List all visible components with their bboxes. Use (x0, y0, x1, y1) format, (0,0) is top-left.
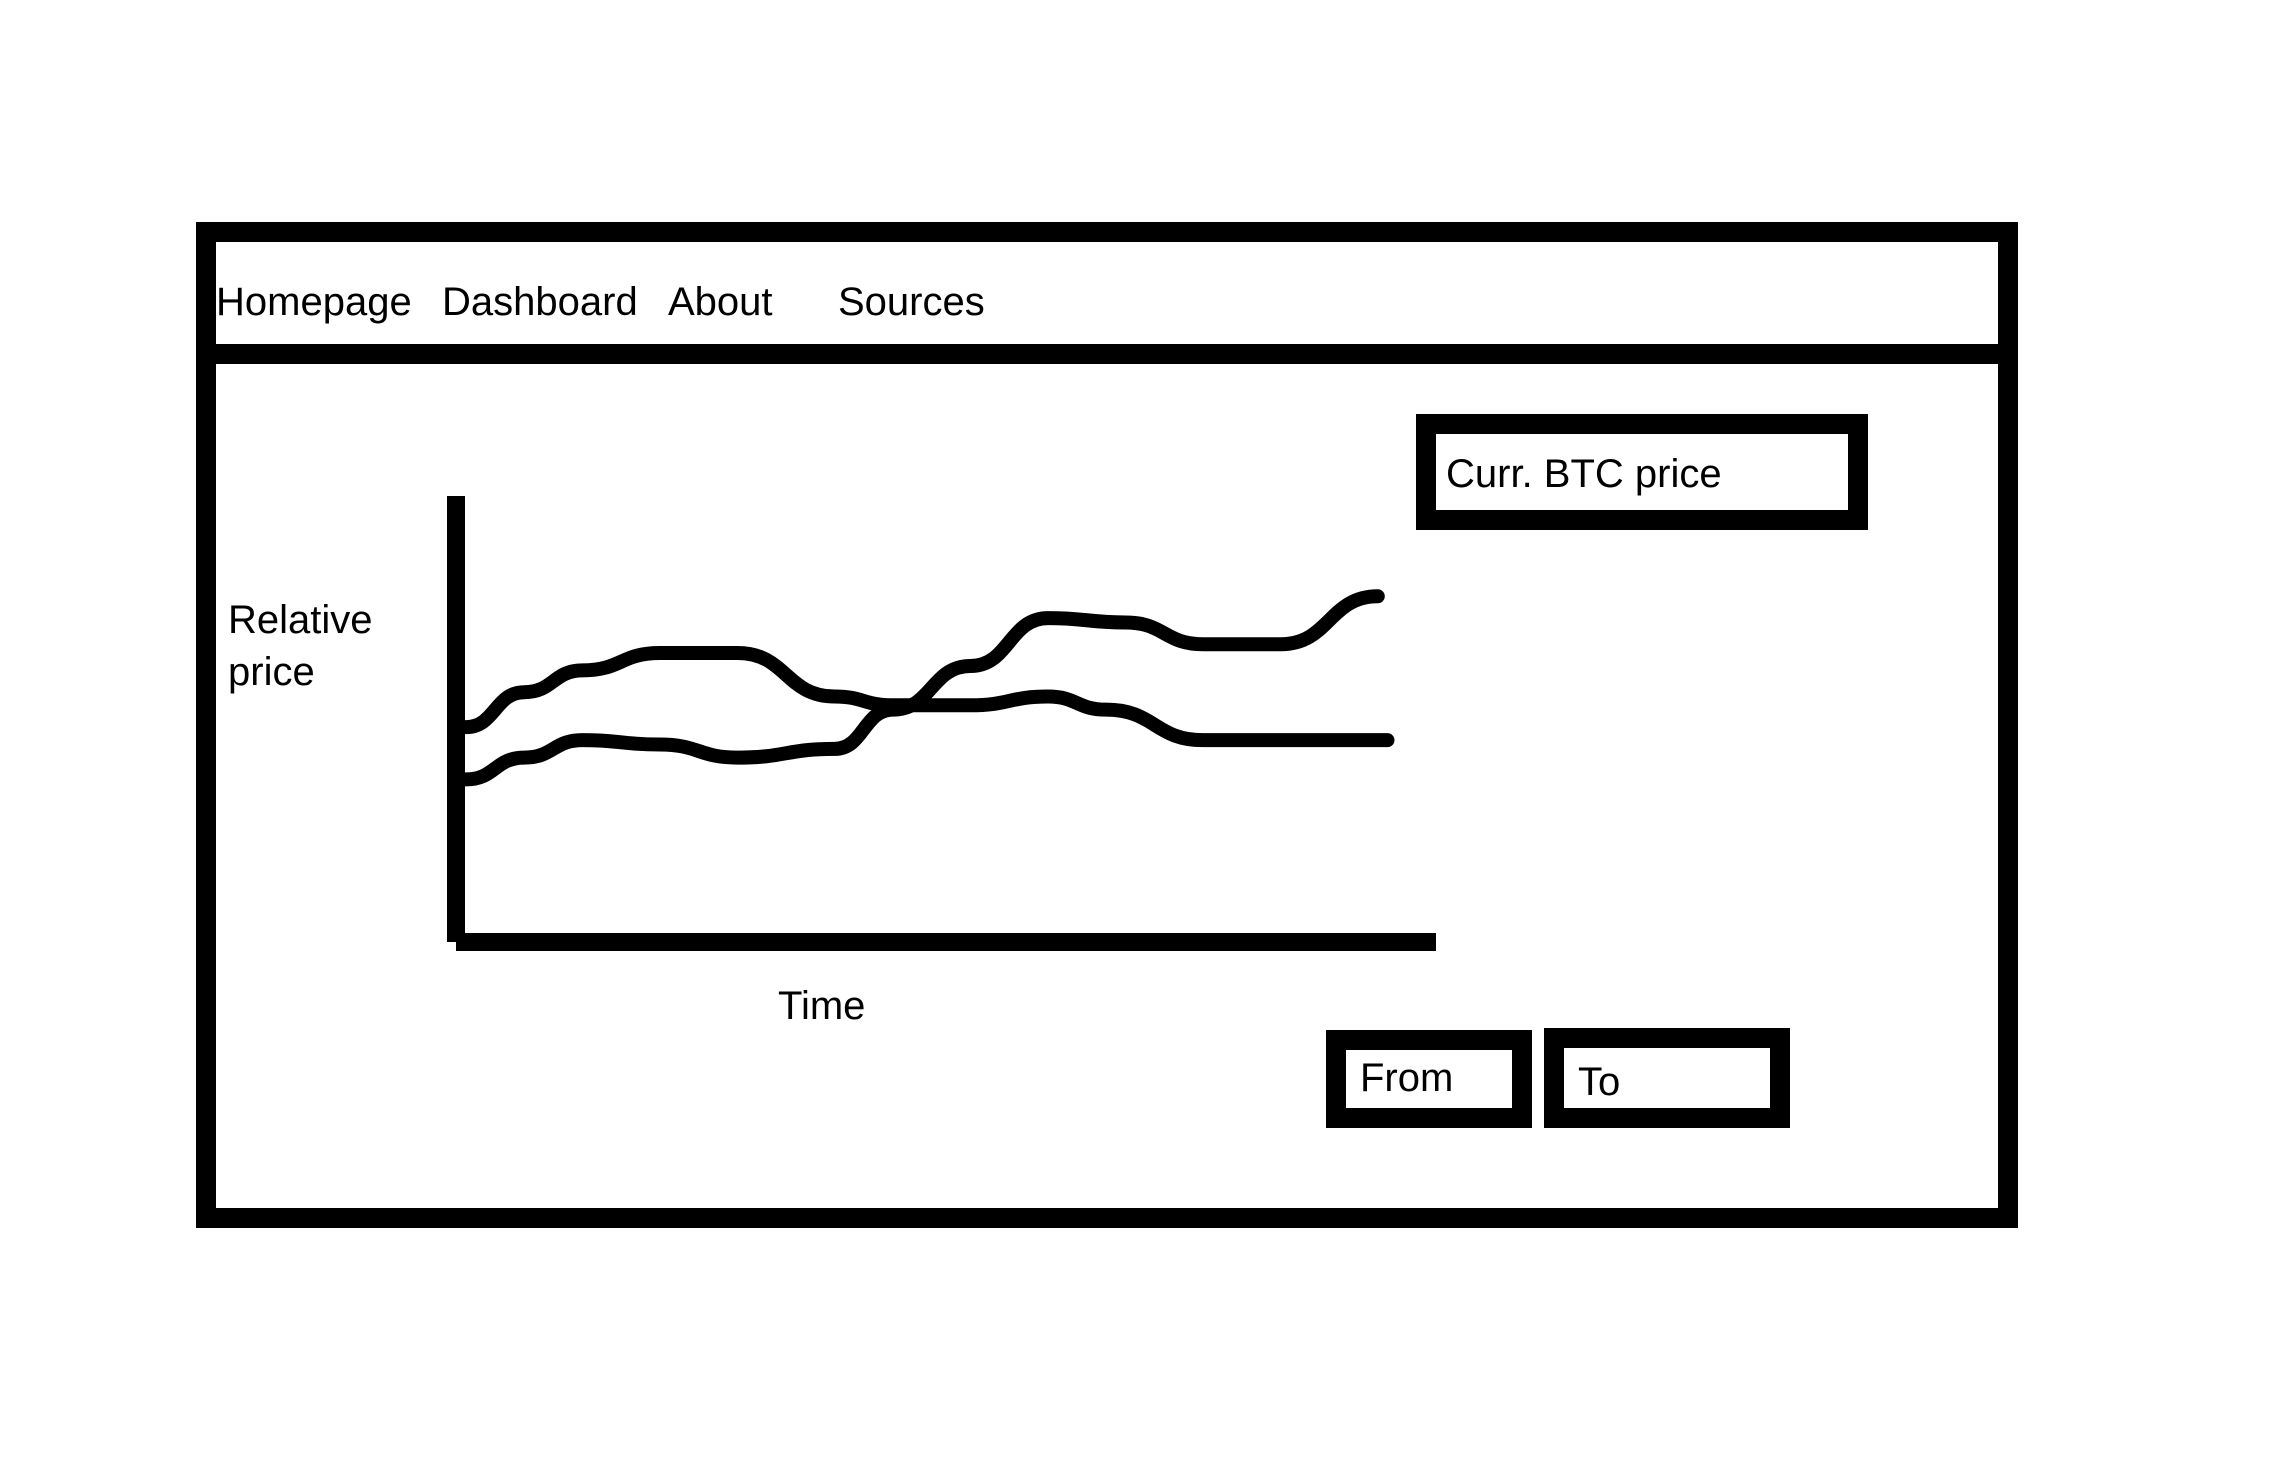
chart-series-line-2 (459, 589, 1385, 787)
nav-homepage-link[interactable]: Homepage (216, 280, 412, 324)
chart-series-group (459, 589, 1395, 787)
app-window: Homepage Dashboard About Sources Relativ… (196, 222, 2018, 1228)
nav-sources-link[interactable]: Sources (838, 280, 985, 324)
price-chart (447, 496, 1436, 951)
from-date-field[interactable]: From (1326, 1030, 1532, 1128)
nav-dashboard-link[interactable]: Dashboard (442, 280, 638, 324)
chart-y-axis-label: Relative price (228, 598, 373, 694)
nav-about-link[interactable]: About (668, 280, 773, 324)
nav-bar: Homepage Dashboard About Sources (216, 242, 1998, 364)
price-chart-area: Relative price Time (216, 242, 1998, 1208)
to-date-field[interactable]: To (1544, 1028, 1790, 1128)
current-btc-price-box: Curr. BTC price (1416, 414, 1868, 530)
chart-x-axis-label: Time (778, 984, 866, 1028)
